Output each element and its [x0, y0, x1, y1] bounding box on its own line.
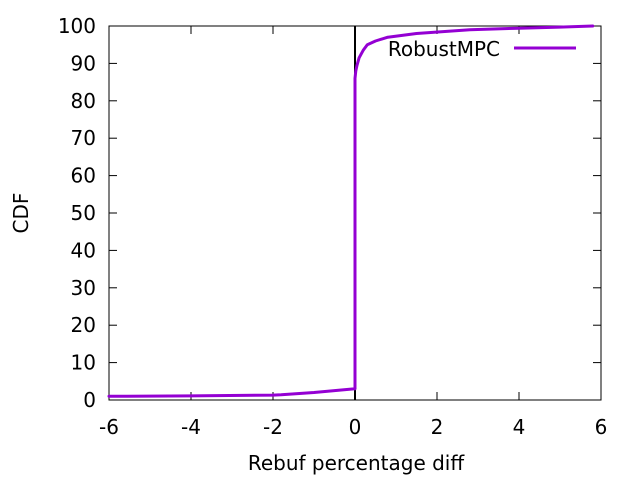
- y-tick-label: 90: [71, 51, 96, 75]
- y-tick-label: 70: [71, 126, 96, 150]
- y-tick-label: 10: [71, 351, 96, 375]
- x-tick-label: -4: [181, 415, 201, 439]
- y-tick-label: 100: [58, 14, 96, 38]
- y-tick-label: 60: [71, 164, 96, 188]
- legend: RobustMPC: [388, 37, 576, 61]
- x-tick-label: 2: [431, 415, 444, 439]
- x-tick-label: 0: [349, 415, 362, 439]
- legend-label: RobustMPC: [388, 37, 500, 61]
- series-line-robustmpc: [107, 24, 595, 398]
- x-axis-title: Rebuf percentage diff: [248, 451, 466, 475]
- y-axis-title: CDF: [9, 193, 33, 234]
- y-tick-label: 30: [71, 276, 96, 300]
- y-tick-label: 50: [71, 201, 96, 225]
- y-tick-label: 20: [71, 313, 96, 337]
- y-tick-label: 0: [83, 388, 96, 412]
- x-tick-label: -2: [263, 415, 283, 439]
- y-tick-label: 40: [71, 238, 96, 262]
- x-tick-label: 4: [513, 415, 526, 439]
- y-tick-label: 80: [71, 89, 96, 113]
- x-tick-label: 6: [595, 415, 608, 439]
- x-tick-label: -6: [99, 415, 119, 439]
